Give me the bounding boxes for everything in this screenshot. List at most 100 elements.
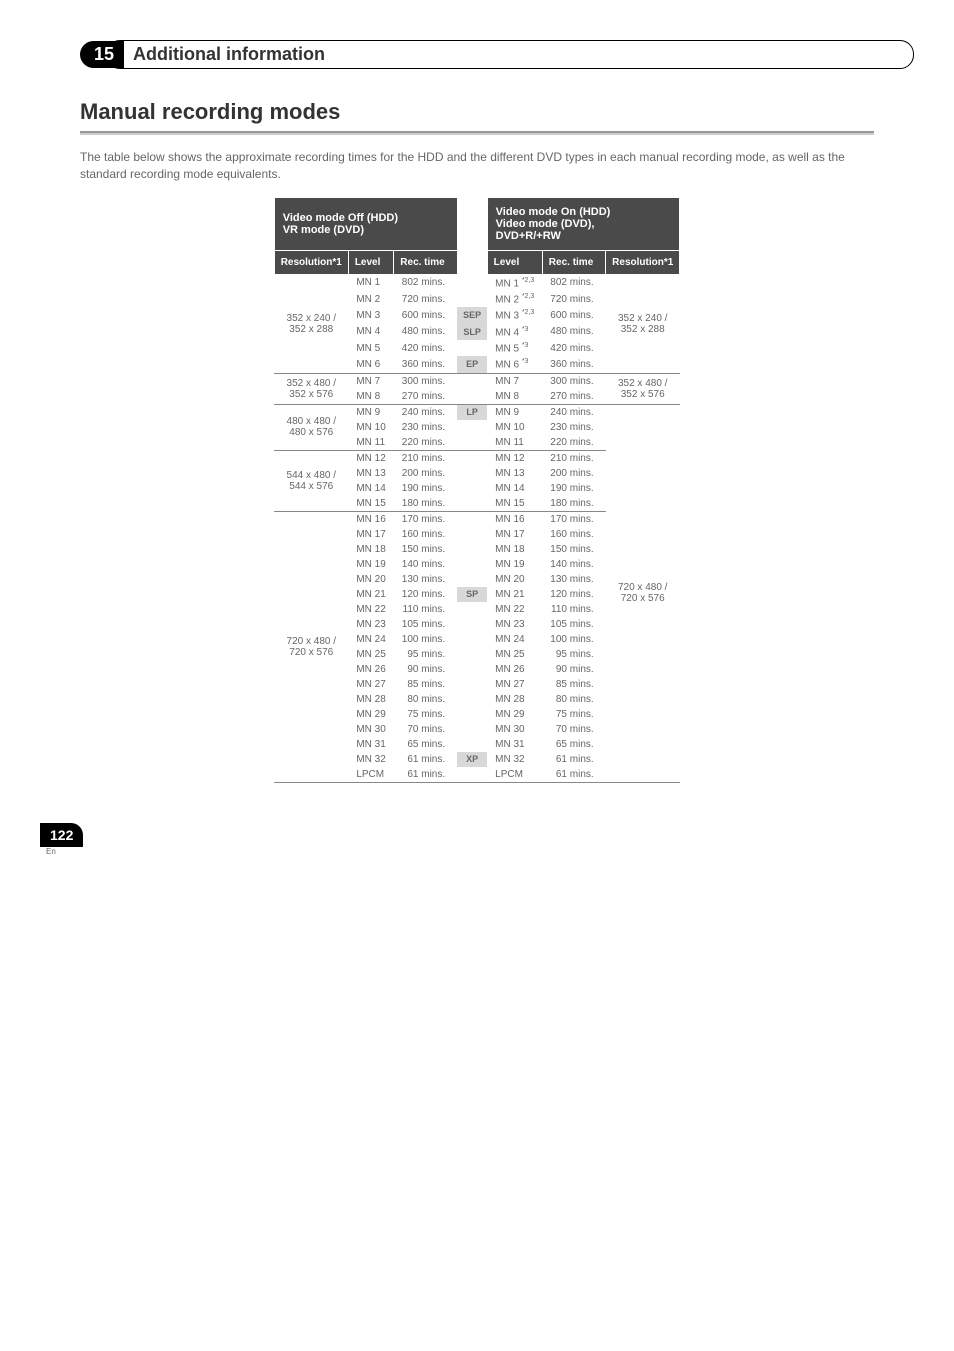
rectime-cell-right: 95 mins.	[542, 647, 605, 662]
rectime-cell-right: 140 mins.	[542, 557, 605, 572]
rectime-cell-right: 600 mins.	[542, 307, 605, 323]
level-cell-right: MN 8	[487, 389, 542, 405]
rectime-cell-left: 75 mins.	[394, 707, 457, 722]
level-cell-left: MN 7	[348, 373, 393, 389]
rectime-cell-left: 720 mins.	[394, 291, 457, 307]
level-cell-left: MN 6	[348, 356, 393, 373]
level-cell-right: MN 17	[487, 527, 542, 542]
col-group-left: Video mode Off (HDD) VR mode (DVD)	[274, 197, 457, 250]
level-cell-left: MN 3	[348, 307, 393, 323]
rectime-cell-right: 130 mins.	[542, 572, 605, 587]
level-cell-right: MN 18	[487, 542, 542, 557]
level-cell-left: MN 24	[348, 632, 393, 647]
standard-mode-cell	[457, 420, 487, 435]
standard-mode-cell	[457, 767, 487, 783]
level-cell-left: MN 9	[348, 404, 393, 420]
rectime-cell-left: 180 mins.	[394, 496, 457, 512]
rectime-cell-right: 75 mins.	[542, 707, 605, 722]
level-cell-right: MN 32	[487, 752, 542, 767]
rectime-cell-left: 600 mins.	[394, 307, 457, 323]
rectime-cell-left: 70 mins.	[394, 722, 457, 737]
rectime-cell-left: 200 mins.	[394, 466, 457, 481]
rectime-cell-left: 300 mins.	[394, 373, 457, 389]
standard-mode-cell: XP	[457, 752, 487, 767]
level-cell-right: MN 27	[487, 677, 542, 692]
rectime-cell-left: 100 mins.	[394, 632, 457, 647]
rectime-cell-left: 220 mins.	[394, 435, 457, 451]
standard-mode-cell: EP	[457, 356, 487, 373]
section-number-badge: 15	[80, 41, 124, 68]
col-resolution-left: Resolution*1	[274, 250, 348, 274]
level-cell-right: MN 5 *3	[487, 340, 542, 356]
rectime-cell-left: 110 mins.	[394, 602, 457, 617]
level-cell-right: MN 6 *3	[487, 356, 542, 373]
col-gap	[457, 197, 487, 250]
rectime-cell-left: 130 mins.	[394, 572, 457, 587]
level-cell-left: MN 18	[348, 542, 393, 557]
rectime-cell-left: 230 mins.	[394, 420, 457, 435]
rectime-cell-left: 80 mins.	[394, 692, 457, 707]
standard-mode-cell	[457, 291, 487, 307]
table-row: 352 x 480 / 352 x 576MN 7300 mins.MN 730…	[274, 373, 680, 389]
rectime-cell-right: 270 mins.	[542, 389, 605, 405]
level-cell-left: MN 28	[348, 692, 393, 707]
standard-mode-cell	[457, 722, 487, 737]
rectime-cell-left: 150 mins.	[394, 542, 457, 557]
level-cell-right: MN 2 *2,3	[487, 291, 542, 307]
col-resolution-right: Resolution*1	[606, 250, 680, 274]
level-cell-right: MN 24	[487, 632, 542, 647]
resolution-cell-left: 720 x 480 / 720 x 576	[274, 511, 348, 782]
page-number-badge: 122 En	[40, 823, 874, 856]
level-cell-left: MN 22	[348, 602, 393, 617]
rectime-cell-right: 61 mins.	[542, 752, 605, 767]
level-cell-right: MN 4 *3	[487, 324, 542, 340]
resolution-cell-right: 720 x 480 / 720 x 576	[606, 404, 680, 782]
rectime-cell-left: 360 mins.	[394, 356, 457, 373]
level-cell-left: MN 23	[348, 617, 393, 632]
rectime-cell-left: 190 mins.	[394, 481, 457, 496]
resolution-cell-right: 352 x 480 / 352 x 576	[606, 373, 680, 404]
level-cell-right: MN 26	[487, 662, 542, 677]
standard-mode-cell	[457, 466, 487, 481]
rectime-cell-right: 802 mins.	[542, 274, 605, 291]
rectime-cell-left: 90 mins.	[394, 662, 457, 677]
standard-mode-cell	[457, 450, 487, 466]
level-cell-right: MN 23	[487, 617, 542, 632]
level-cell-right: MN 16	[487, 511, 542, 527]
level-cell-right: MN 13	[487, 466, 542, 481]
rectime-cell-right: 110 mins.	[542, 602, 605, 617]
level-cell-left: MN 29	[348, 707, 393, 722]
rectime-cell-right: 420 mins.	[542, 340, 605, 356]
level-cell-left: MN 17	[348, 527, 393, 542]
resolution-cell-left: 480 x 480 / 480 x 576	[274, 404, 348, 450]
rectime-cell-right: 720 mins.	[542, 291, 605, 307]
level-cell-right: MN 20	[487, 572, 542, 587]
level-cell-left: MN 13	[348, 466, 393, 481]
page-lang: En	[46, 847, 874, 856]
rectime-cell-left: 170 mins.	[394, 511, 457, 527]
standard-mode-cell	[457, 435, 487, 451]
level-cell-left: MN 15	[348, 496, 393, 512]
rectime-cell-right: 480 mins.	[542, 324, 605, 340]
page-heading: Manual recording modes	[80, 99, 874, 125]
level-cell-right: LPCM	[487, 767, 542, 783]
standard-mode-cell: SP	[457, 587, 487, 602]
level-cell-left: LPCM	[348, 767, 393, 783]
resolution-cell-left: 352 x 480 / 352 x 576	[274, 373, 348, 404]
standard-mode-cell	[457, 692, 487, 707]
standard-mode-cell	[457, 617, 487, 632]
rectime-cell-left: 240 mins.	[394, 404, 457, 420]
level-cell-left: MN 26	[348, 662, 393, 677]
level-cell-left: MN 10	[348, 420, 393, 435]
resolution-cell-left: 544 x 480 / 544 x 576	[274, 450, 348, 511]
level-cell-left: MN 2	[348, 291, 393, 307]
rectime-cell-right: 360 mins.	[542, 356, 605, 373]
level-cell-right: MN 14	[487, 481, 542, 496]
level-cell-left: MN 32	[348, 752, 393, 767]
standard-mode-cell	[457, 527, 487, 542]
standard-mode-cell	[457, 389, 487, 405]
level-cell-left: MN 25	[348, 647, 393, 662]
rectime-cell-right: 180 mins.	[542, 496, 605, 512]
rectime-cell-right: 190 mins.	[542, 481, 605, 496]
resolution-cell-right: 352 x 240 / 352 x 288	[606, 274, 680, 373]
